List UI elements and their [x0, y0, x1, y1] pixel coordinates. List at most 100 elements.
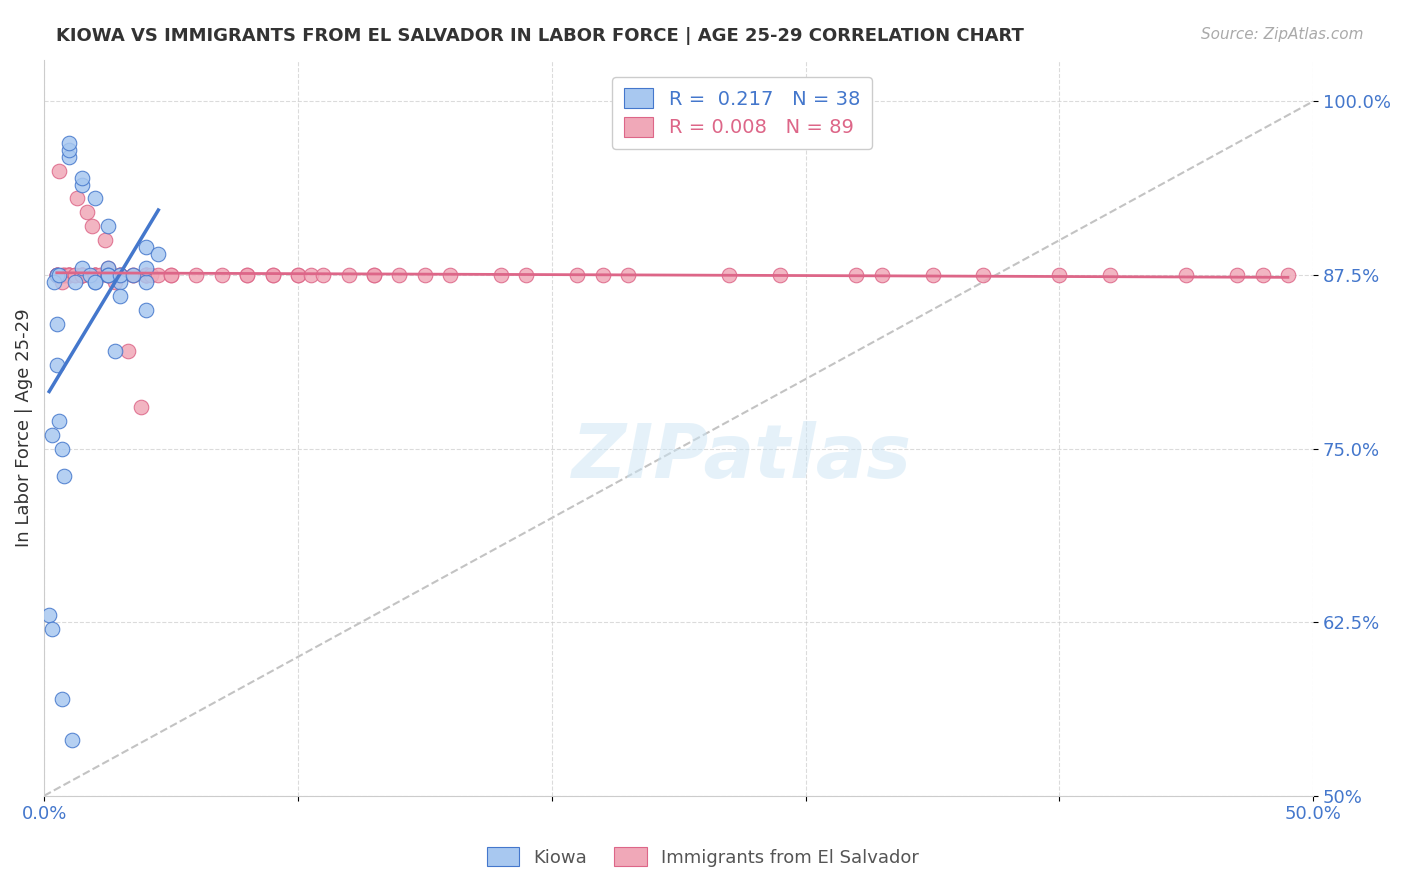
Point: [565, 268, 588, 282]
Point: [1175, 268, 1198, 282]
Point: [97, 260, 120, 275]
Point: [45, 268, 67, 282]
Point: [236, 268, 259, 282]
Point: [363, 268, 385, 282]
Point: [83, 268, 105, 282]
Point: [110, 289, 132, 303]
Point: [63, 268, 86, 282]
Point: [97, 268, 120, 282]
Point: [122, 268, 145, 282]
Point: [110, 268, 132, 282]
Point: [287, 268, 309, 282]
Point: [45, 358, 67, 372]
Point: [135, 268, 157, 282]
Point: [45, 268, 67, 282]
Point: [53, 469, 76, 483]
Point: [148, 247, 170, 261]
Point: [312, 268, 335, 282]
Point: [97, 260, 120, 275]
Point: [63, 268, 86, 282]
Point: [439, 268, 461, 282]
Point: [70, 170, 93, 185]
Point: [110, 275, 132, 289]
Point: [51, 268, 73, 282]
Point: [58, 150, 80, 164]
Point: [41, 622, 63, 636]
Point: [45, 268, 67, 282]
Point: [870, 268, 893, 282]
Point: [97, 268, 120, 282]
Point: [70, 268, 93, 282]
Point: [921, 268, 943, 282]
Point: [97, 268, 120, 282]
Point: [388, 268, 411, 282]
Y-axis label: In Labor Force | Age 25-29: In Labor Force | Age 25-29: [15, 309, 32, 547]
Point: [1099, 268, 1122, 282]
Point: [51, 691, 73, 706]
Point: [104, 275, 127, 289]
Point: [58, 268, 80, 282]
Point: [363, 268, 385, 282]
Point: [83, 268, 105, 282]
Point: [56, 268, 79, 282]
Point: [186, 268, 208, 282]
Point: [48, 268, 70, 282]
Point: [110, 268, 132, 282]
Point: [58, 268, 80, 282]
Point: [122, 268, 145, 282]
Legend: Kiowa, Immigrants from El Salvador: Kiowa, Immigrants from El Salvador: [479, 840, 927, 874]
Point: [117, 344, 139, 359]
Point: [972, 268, 994, 282]
Point: [287, 268, 309, 282]
Point: [129, 400, 152, 414]
Point: [53, 268, 76, 282]
Point: [845, 268, 868, 282]
Point: [45, 268, 67, 282]
Point: [135, 268, 157, 282]
Point: [83, 275, 105, 289]
Point: [135, 260, 157, 275]
Point: [45, 268, 67, 282]
Point: [299, 268, 322, 282]
Point: [83, 275, 105, 289]
Point: [83, 268, 105, 282]
Point: [135, 240, 157, 254]
Point: [110, 268, 132, 282]
Point: [97, 268, 120, 282]
Point: [79, 268, 101, 282]
Point: [135, 268, 157, 282]
Point: [160, 268, 183, 282]
Point: [63, 275, 86, 289]
Text: ZIPatlas: ZIPatlas: [572, 421, 912, 493]
Point: [1049, 268, 1071, 282]
Point: [58, 143, 80, 157]
Point: [211, 268, 233, 282]
Point: [110, 268, 132, 282]
Point: [51, 442, 73, 456]
Point: [97, 219, 120, 234]
Point: [58, 268, 80, 282]
Point: [489, 268, 512, 282]
Point: [70, 268, 93, 282]
Point: [83, 192, 105, 206]
Point: [139, 268, 162, 282]
Point: [262, 268, 284, 282]
Point: [53, 268, 76, 282]
Point: [122, 268, 145, 282]
Point: [1251, 268, 1274, 282]
Point: [160, 268, 183, 282]
Legend: R =  0.217   N = 38, R = 0.008   N = 89: R = 0.217 N = 38, R = 0.008 N = 89: [612, 77, 872, 149]
Point: [104, 344, 127, 359]
Point: [110, 268, 132, 282]
Point: [83, 268, 105, 282]
Point: [66, 192, 89, 206]
Point: [236, 268, 259, 282]
Point: [70, 268, 93, 282]
Point: [89, 268, 111, 282]
Point: [97, 268, 120, 282]
Text: KIOWA VS IMMIGRANTS FROM EL SALVADOR IN LABOR FORCE | AGE 25-29 CORRELATION CHAR: KIOWA VS IMMIGRANTS FROM EL SALVADOR IN …: [56, 27, 1024, 45]
Point: [70, 268, 93, 282]
Point: [769, 268, 792, 282]
Point: [135, 268, 157, 282]
Point: [58, 136, 80, 150]
